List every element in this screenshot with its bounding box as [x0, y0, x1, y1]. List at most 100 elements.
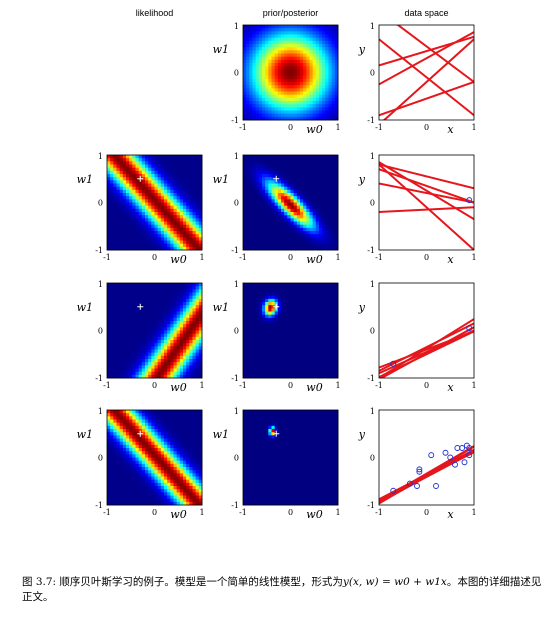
heat-cell [122, 227, 127, 232]
heat-cell [148, 170, 152, 175]
heat-cell [309, 365, 314, 369]
heat-cell [296, 349, 301, 354]
heat-cell [306, 50, 310, 54]
heat-cell [262, 50, 266, 54]
heat-cell [287, 116, 291, 121]
heat-cell [325, 170, 329, 175]
heat-cell [243, 104, 247, 108]
heat-cell [135, 292, 140, 297]
heat-cell [138, 164, 143, 169]
heat-cell [303, 186, 307, 191]
heat-cell [160, 161, 165, 165]
heat-cell [249, 155, 253, 159]
heat-cell [116, 473, 121, 477]
heat-cell [274, 215, 279, 219]
heat-cell [319, 59, 323, 64]
heat-cell [243, 116, 247, 121]
heat-cell [319, 298, 323, 303]
heat-cell [249, 314, 253, 319]
heat-cell [258, 221, 263, 226]
heat-cell [296, 237, 301, 241]
heat-cell [126, 489, 130, 493]
heat-cell [331, 59, 336, 64]
heat-cell [262, 167, 266, 172]
heat-cell [255, 174, 260, 178]
heat-cell [274, 283, 279, 287]
heat-cell [325, 94, 329, 99]
heat-cell [249, 167, 253, 172]
heat-cell [157, 186, 162, 191]
heat-cell [268, 82, 272, 86]
heat-cell [110, 314, 114, 319]
data-space-1-ytick: 1 [370, 152, 375, 161]
heat-cell [192, 349, 197, 354]
sample-line [379, 182, 474, 204]
heat-cell [268, 324, 272, 328]
heat-cell [246, 340, 250, 344]
heat-cell [300, 362, 304, 366]
likelihood-2-xtick: 1 [199, 381, 204, 390]
heat-cell [249, 56, 253, 61]
heat-cell [107, 218, 111, 222]
heat-cell [119, 432, 124, 436]
heat-cell [148, 371, 152, 376]
heat-cell [141, 454, 146, 458]
heat-cell [138, 321, 143, 325]
heat-cell [113, 231, 117, 235]
heat-cell [179, 365, 184, 369]
heat-cell [334, 295, 339, 300]
heat-cell [116, 246, 121, 251]
heat-cell [303, 330, 307, 335]
heat-cell [138, 286, 143, 290]
data-space-lines-1 [379, 161, 474, 250]
heat-cell [122, 218, 127, 222]
heat-cell [315, 40, 320, 45]
heat-cell [126, 186, 130, 191]
heat-cell [243, 359, 247, 363]
heat-cell [186, 292, 190, 297]
heat-cell [189, 167, 193, 172]
heat-cell [306, 321, 310, 325]
heat-cell [315, 340, 320, 344]
heat-cell [170, 346, 174, 350]
heat-cell [122, 441, 127, 446]
heat-cell [296, 183, 301, 188]
heat-cell [325, 56, 329, 61]
heat-cell [173, 305, 178, 309]
heat-cell [107, 492, 111, 496]
heat-cell [195, 231, 200, 235]
heat-cell [293, 110, 298, 115]
heat-cell [274, 286, 279, 290]
heat-cell [284, 85, 288, 89]
heat-cell [281, 246, 285, 251]
heat-cell [179, 246, 184, 251]
heat-cell [145, 240, 149, 245]
heat-cell [129, 224, 133, 229]
heat-cell [138, 371, 143, 376]
heat-cell [160, 227, 165, 232]
heat-cell [274, 224, 279, 229]
heat-cell [287, 333, 291, 338]
heat-cell [322, 243, 326, 248]
heat-cell [265, 305, 269, 309]
heat-cell [328, 63, 333, 67]
sample-line [379, 318, 474, 378]
heat-cell [138, 246, 143, 251]
heat-cell [268, 31, 272, 35]
data-space-1-xlabel: x [447, 253, 454, 266]
heat-cell [325, 292, 329, 297]
heat-cell [183, 205, 187, 210]
heat-cell [173, 371, 178, 376]
heat-cell [141, 444, 146, 449]
heat-cell [119, 155, 124, 159]
heat-cell [331, 177, 336, 181]
heat-cell [265, 355, 269, 360]
heat-cell [189, 333, 193, 338]
heat-cell [284, 298, 288, 303]
heat-cell [246, 208, 250, 213]
heat-cell [186, 333, 190, 338]
heat-cell [331, 34, 336, 39]
heat-cell [325, 343, 329, 347]
heat-cell [287, 359, 291, 363]
heat-cell [129, 425, 133, 430]
